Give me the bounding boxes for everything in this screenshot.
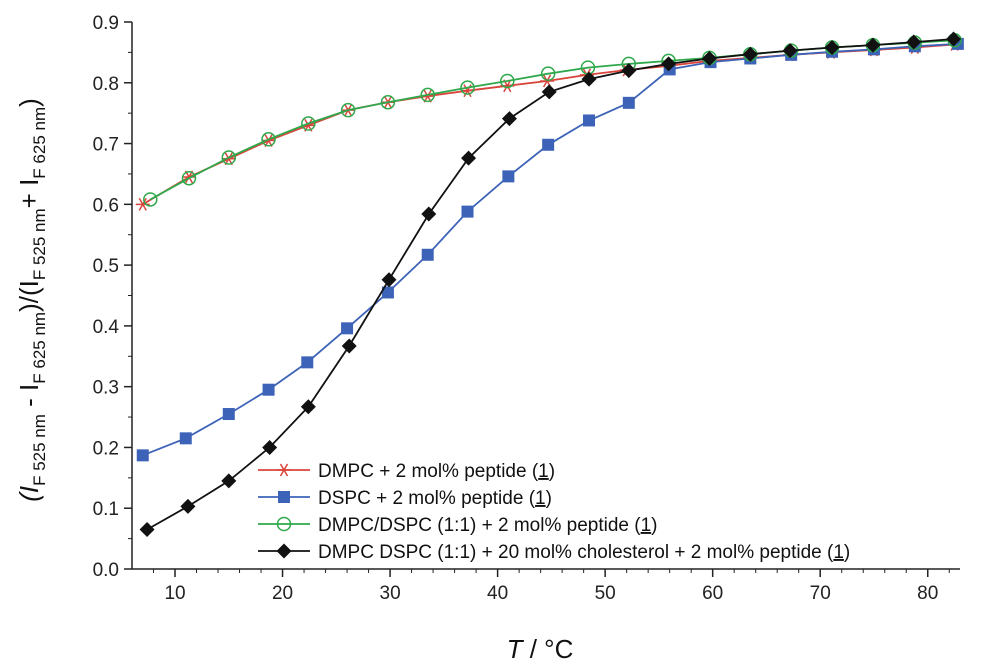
data-point (501, 111, 517, 127)
data-point (420, 87, 435, 103)
data-point (341, 322, 354, 335)
data-point (181, 170, 197, 186)
data-point (460, 80, 475, 95)
data-point (541, 84, 557, 100)
x-tick-label: 20 (272, 583, 293, 604)
data-point (301, 356, 314, 369)
data-point (824, 40, 840, 56)
x-tick-label: 30 (380, 583, 401, 604)
series-line (146, 38, 954, 531)
data-point (540, 66, 556, 81)
legend-item: DMPC DSPC (1:1) + 20 mol% cholesterol + … (258, 542, 850, 563)
legend-label: DMPC DSPC (1:1) + 20 mol% cholesterol + … (318, 542, 850, 563)
x-axis-title: T / °C (507, 634, 574, 664)
series-2 (136, 37, 964, 462)
axes (131, 22, 960, 570)
x-tick-label: 70 (810, 583, 831, 604)
data-point (661, 56, 677, 72)
series-4 (139, 31, 962, 537)
data-point (461, 205, 474, 218)
data-point (622, 96, 635, 109)
legend-item: DMPC/DSPC (1:1) + 2 mol% peptide (1) (258, 515, 658, 536)
data-point (782, 43, 798, 59)
series-line (142, 43, 955, 206)
data-point (222, 408, 235, 421)
series-line (149, 39, 955, 201)
data-point (221, 150, 237, 165)
data-point (262, 383, 275, 396)
data-point (261, 132, 276, 147)
y-tick-label: 0.2 (93, 438, 119, 459)
data-point (381, 286, 394, 299)
legend-item: DSPC + 2 mol% peptide (1) (258, 488, 552, 509)
y-tick-label: 0.5 (93, 256, 119, 277)
data-point (500, 73, 515, 89)
data-point (221, 473, 237, 489)
x-tick-label: 10 (164, 583, 185, 604)
data-point (461, 150, 477, 166)
series-1 (135, 38, 962, 211)
data-point (621, 63, 637, 79)
x-tick-label: 40 (487, 583, 508, 604)
data-point (300, 399, 316, 415)
data-point (262, 439, 278, 455)
data-point (139, 521, 155, 537)
y-tick-label: 0.8 (93, 74, 119, 95)
data-point (181, 170, 196, 184)
data-point (421, 206, 437, 222)
y-tick-label: 0.1 (93, 499, 119, 520)
legend-marker (278, 491, 290, 503)
x-tick-label: 60 (702, 583, 723, 604)
y-tick-label: 0.4 (93, 317, 120, 338)
y-tick-label: 0.7 (93, 135, 119, 156)
data-point (340, 102, 356, 118)
data-point (143, 192, 158, 207)
legend-label: DSPC + 2 mol% peptide (1) (318, 488, 552, 509)
data-point (502, 170, 515, 183)
data-point (542, 138, 555, 151)
data-point (946, 31, 962, 47)
legend-item: DMPC + 2 mol% peptide (1) (258, 461, 555, 482)
data-point (136, 449, 149, 462)
x-tick-label: 50 (595, 583, 616, 604)
data-point (180, 498, 196, 514)
series-3 (143, 32, 962, 207)
y-axis-title: (IF 525 nm - IF 625 nm)/(IF 525 nm+ IF 6… (14, 98, 49, 502)
data-point (583, 114, 596, 127)
data-point (179, 432, 192, 445)
data-point (581, 71, 597, 87)
y-tick-label: 0.3 (93, 378, 119, 399)
legend-marker (276, 516, 292, 532)
data-point (301, 116, 316, 131)
y-tick-label: 0.9 (93, 13, 119, 34)
data-point (742, 46, 758, 62)
legend: DMPC + 2 mol% peptide (1) DSPC + 2 mol% p… (258, 461, 850, 563)
data-point (421, 248, 434, 261)
legend-label: DMPC + 2 mol% peptide (1) (318, 461, 555, 482)
data-point (865, 37, 881, 53)
data-point (380, 94, 396, 110)
y-tick-label: 0.0 (93, 560, 119, 581)
data-point (701, 50, 717, 66)
data-point (135, 197, 150, 211)
data-point (221, 152, 236, 166)
data-point (381, 272, 397, 288)
legend-marker (277, 463, 291, 477)
legend-marker (276, 543, 292, 559)
legend-label: DMPC/DSPC (1:1) + 2 mol% peptide (1) (318, 515, 658, 536)
data-point (341, 338, 357, 354)
x-tick-label: 80 (917, 583, 938, 604)
y-tick-label: 0.6 (93, 195, 119, 216)
data-point (906, 34, 922, 50)
